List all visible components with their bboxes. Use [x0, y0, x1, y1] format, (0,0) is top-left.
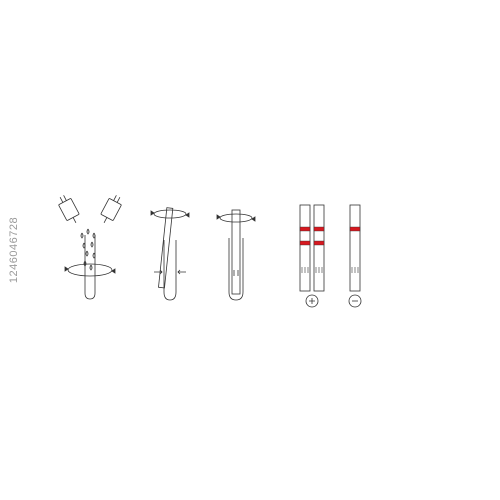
stock-watermark: 1246046728: [8, 217, 20, 283]
step-4-results: [300, 205, 361, 307]
negative-symbol: [349, 295, 361, 307]
positive-strip-1: [300, 205, 310, 291]
step-3-wait: [217, 210, 255, 300]
negative-strip: [350, 205, 360, 291]
positive-symbol: [306, 295, 318, 307]
instruction-diagram: [0, 0, 500, 500]
step-2-insert-strip: [151, 208, 189, 300]
positive-strip-2: [314, 205, 324, 291]
step-1-add-drops: [56, 193, 125, 299]
